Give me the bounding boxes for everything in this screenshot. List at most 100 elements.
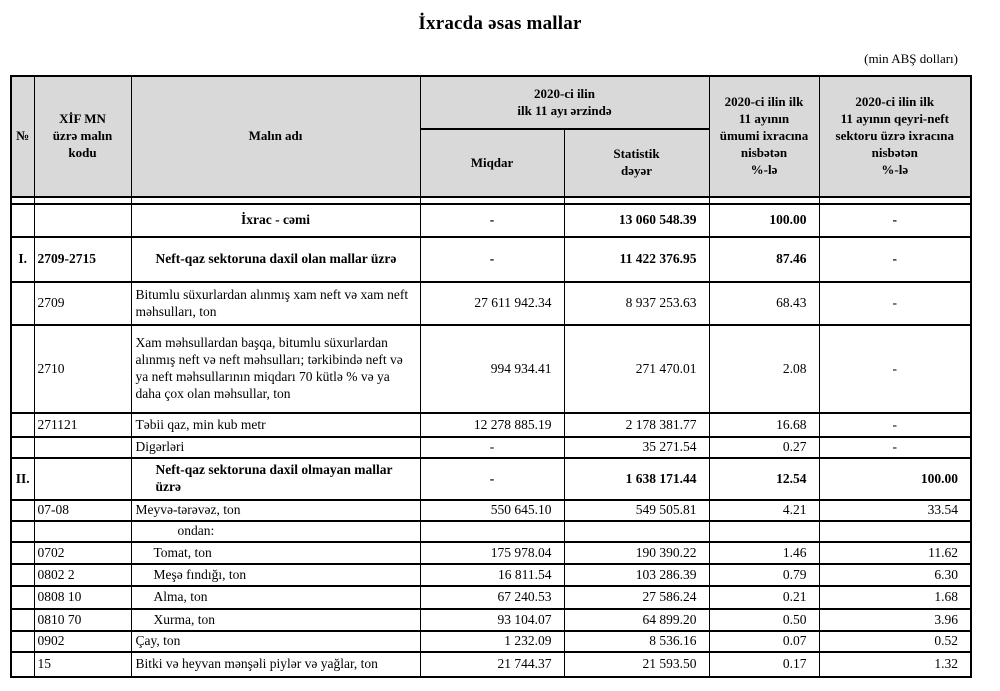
commodity-code-cell: 0802 2 [33, 563, 132, 587]
table-row: Digərləri -35 271.54 0.27- [10, 436, 972, 459]
commodity-code-cell: 0902 [33, 630, 132, 653]
statistical-value-cell [563, 520, 710, 543]
row-number-cell: II. [10, 457, 35, 501]
table-row: I. 2709-2715 Neft-qaz sektoruna daxil olan… [10, 236, 972, 283]
quantity-cell: - [419, 436, 565, 459]
commodity-name-cell: ondan: [130, 520, 421, 543]
pct-of-total-exports-cell [708, 520, 820, 543]
commodity-name-cell: Xam məhsullardan başqa, bitumlu süxurlar… [130, 324, 421, 414]
quantity-cell: 27 611 942.34 [419, 281, 565, 326]
table-row: İxrac - cəmi -13 060 548.39 100.00- [10, 203, 972, 238]
commodity-name-cell: Təbii qaz, min kub metr [130, 412, 421, 438]
row-number-cell [10, 281, 35, 326]
statistical-value-cell: 13 060 548.39 [563, 203, 710, 238]
header-quantity: Miqdar [419, 128, 565, 198]
statistical-value-cell: 21 593.50 [563, 651, 710, 678]
table-row: 07-08 Meyvə-tərəvəz, ton 550 645.10 549 505… [10, 499, 972, 522]
row-number-cell [10, 541, 35, 565]
row-number-cell: I. [10, 236, 35, 283]
row-number-cell [10, 324, 35, 414]
unit-note: (min ABŞ dolları) [864, 51, 958, 66]
commodity-code-cell: 0702 [33, 541, 132, 565]
commodity-name-cell: Xurma, ton [130, 608, 421, 632]
pct-of-total-exports-cell: 0.27 [708, 436, 820, 459]
row-number-cell [10, 563, 35, 587]
header-statistical-value: Statistik dəyər [563, 128, 710, 198]
quantity-cell: 175 978.04 [419, 541, 565, 565]
commodity-name-cell: Tomat, ton [130, 541, 421, 565]
header-no: № [10, 75, 35, 198]
pct-of-nonoil-exports-cell: 3.96 [818, 608, 972, 632]
quantity-cell: - [419, 236, 565, 283]
pct-of-nonoil-exports-cell: 1.32 [818, 651, 972, 678]
pct-of-nonoil-exports-cell: 11.62 [818, 541, 972, 565]
statistical-value-cell: 271 470.01 [563, 324, 710, 414]
commodity-code-cell: 0808 10 [33, 585, 132, 610]
quantity-cell: - [419, 457, 565, 501]
statistical-value-cell: 103 286.39 [563, 563, 710, 587]
quantity-cell: - [419, 203, 565, 238]
pct-of-total-exports-cell: 100.00 [708, 203, 820, 238]
pct-of-nonoil-exports-cell: - [818, 236, 972, 283]
commodity-name-cell: Neft-qaz sektoruna daxil olmayan mallar … [130, 457, 421, 501]
statistical-value-cell: 8 536.16 [563, 630, 710, 653]
commodity-code-cell [33, 436, 132, 459]
pct-of-nonoil-exports-cell: 1.68 [818, 585, 972, 610]
table-row: 2709 Bitumlu süxurlardan alınmış xam neft… [10, 281, 972, 326]
commodity-code-cell [33, 520, 132, 543]
commodity-code-cell: 2709 [33, 281, 132, 326]
quantity-cell: 67 240.53 [419, 585, 565, 610]
row-number-cell [10, 203, 35, 238]
quantity-cell: 1 232.09 [419, 630, 565, 653]
table-row: 0810 70 Xurma, ton 93 104.07 64 899.20 0.50 3… [10, 608, 972, 632]
statistical-value-cell: 2 178 381.77 [563, 412, 710, 438]
pct-of-total-exports-cell: 16.68 [708, 412, 820, 438]
pct-of-nonoil-exports-cell: 100.00 [818, 457, 972, 501]
statistical-value-cell: 11 422 376.95 [563, 236, 710, 283]
row-number-cell [10, 608, 35, 632]
quantity-cell [419, 520, 565, 543]
quantity-cell: 21 744.37 [419, 651, 565, 678]
commodity-code-cell [33, 457, 132, 501]
pct-of-nonoil-exports-cell: 33.54 [818, 499, 972, 522]
table-row: 0802 2 Meşə fındığı, ton 16 811.54 103 286.… [10, 563, 972, 587]
quantity-cell: 12 278 885.19 [419, 412, 565, 438]
statistical-value-cell: 27 586.24 [563, 585, 710, 610]
commodity-name-cell: Bitumlu süxurlardan alınmış xam neft və … [130, 281, 421, 326]
commodity-code-cell: 0810 70 [33, 608, 132, 632]
pct-of-total-exports-cell: 0.17 [708, 651, 820, 678]
row-number-cell [10, 412, 35, 438]
pct-of-total-exports-cell: 68.43 [708, 281, 820, 326]
statistical-value-cell: 190 390.22 [563, 541, 710, 565]
table-row: ondan: [10, 520, 972, 543]
table-header: № XİF MN üzrə malın kodu Malın adı 2020-… [10, 75, 972, 198]
quantity-cell: 994 934.41 [419, 324, 565, 414]
commodity-code-cell [33, 203, 132, 238]
pct-of-total-exports-cell: 12.54 [708, 457, 820, 501]
commodity-code-cell: 271121 [33, 412, 132, 438]
table-row: 0808 10 Alma, ton 67 240.53 27 586.24 0.21 1.… [10, 585, 972, 610]
header-pct-nonoil-exports: 2020-ci ilin ilk 11 ayının qeyri-neft se… [818, 75, 972, 198]
statistical-value-cell: 8 937 253.63 [563, 281, 710, 326]
statistical-value-cell: 35 271.54 [563, 436, 710, 459]
pct-of-total-exports-cell: 0.07 [708, 630, 820, 653]
quantity-cell: 16 811.54 [419, 563, 565, 587]
row-number-cell [10, 585, 35, 610]
row-number-cell [10, 651, 35, 678]
pct-of-total-exports-cell: 2.08 [708, 324, 820, 414]
pct-of-nonoil-exports-cell: - [818, 203, 972, 238]
pct-of-nonoil-exports-cell: - [818, 324, 972, 414]
header-commodity-name: Malın adı [130, 75, 421, 198]
row-number-cell [10, 499, 35, 522]
statistical-value-cell: 1 638 171.44 [563, 457, 710, 501]
table-row: 271121 Təbii qaz, min kub metr 12 278 885.… [10, 412, 972, 438]
commodity-name-cell: Digərləri [130, 436, 421, 459]
commodity-name-cell: Çay, ton [130, 630, 421, 653]
commodity-name-cell: Meşə fındığı, ton [130, 563, 421, 587]
commodity-name-cell: Bitki və heyvan mənşəli piylər və yağlar… [130, 651, 421, 678]
pct-of-nonoil-exports-cell: - [818, 281, 972, 326]
header-pct-total-exports: 2020-ci ilin ilk 11 ayının ümumi ixracın… [708, 75, 820, 198]
commodity-name-cell: Neft-qaz sektoruna daxil olan mallar üzr… [130, 236, 421, 283]
table-row: II. Neft-qaz sektoruna daxil olmayan mall… [10, 457, 972, 501]
statistical-value-cell: 64 899.20 [563, 608, 710, 632]
